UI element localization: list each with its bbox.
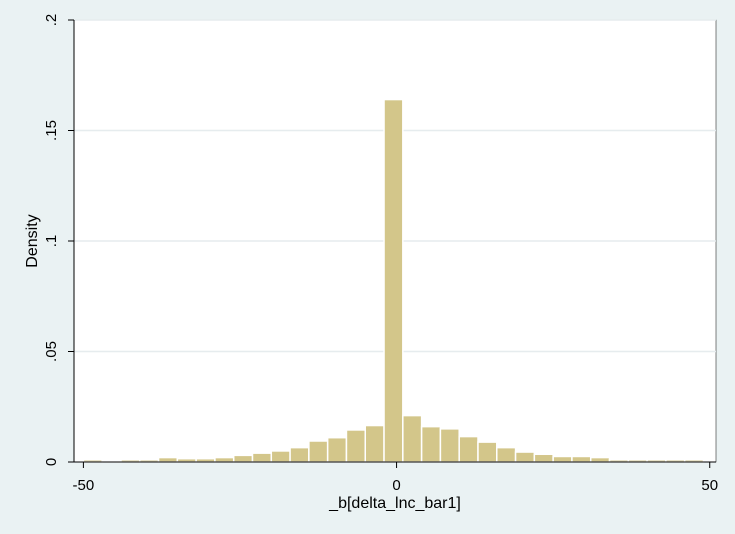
histogram-bar (402, 414, 423, 463)
histogram-bar (308, 440, 329, 463)
histogram-bar (345, 429, 366, 463)
histogram-bar (458, 435, 479, 463)
histogram-bar (552, 455, 573, 463)
bars (82, 98, 705, 463)
histogram-bar (157, 456, 179, 463)
histogram-bar (533, 453, 554, 463)
histogram-bar (289, 446, 310, 463)
histogram-bar (571, 455, 592, 463)
y-tick-label: .2 (43, 14, 60, 27)
x-tick-label: 0 (392, 477, 400, 494)
y-tick-label: .05 (43, 341, 60, 362)
y-axis-ticks: 0 .05 .1 .15 .2 (43, 14, 74, 466)
histogram-bar (364, 424, 385, 463)
y-tick-label: .15 (43, 120, 60, 141)
x-tick-label: 50 (701, 477, 718, 494)
x-tick-label: -50 (73, 477, 95, 494)
y-tick-label: 0 (43, 458, 60, 466)
histogram-bar (439, 428, 460, 463)
x-axis-title: _b[delta_lnc_bar1] (328, 495, 461, 512)
x-axis-ticks: -50 0 50 (73, 462, 718, 494)
histogram-bar (496, 446, 517, 463)
y-tick-label: .1 (43, 235, 60, 248)
histogram-bar (420, 425, 442, 463)
histogram-bar (477, 441, 498, 463)
histogram-bar (514, 451, 536, 463)
histogram-bar (326, 436, 348, 463)
histogram-bar (270, 450, 291, 463)
histogram-bar (251, 452, 273, 463)
histogram-bar (232, 454, 254, 463)
histogram-bar (214, 456, 235, 463)
y-axis-title: Density (24, 214, 41, 267)
histogram-bar (383, 98, 404, 463)
histogram-bar (589, 456, 611, 463)
